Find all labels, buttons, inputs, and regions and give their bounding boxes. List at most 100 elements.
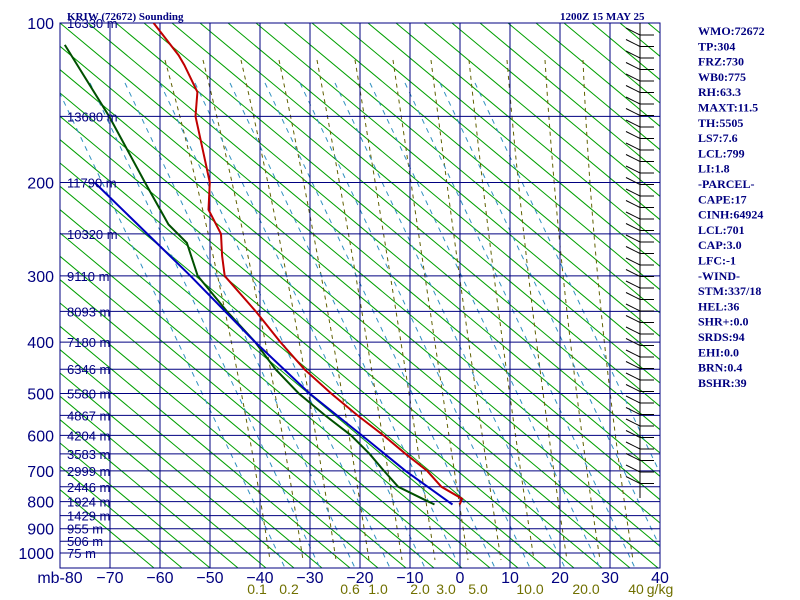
height-label: 8093 m	[67, 304, 110, 319]
dry-adiabat	[451, 23, 660, 197]
wind-barb	[625, 142, 641, 151]
wind-barb	[625, 453, 641, 461]
moist-adiabat	[506, 59, 568, 561]
moist-adiabat	[316, 59, 403, 561]
pressure-tick-label: 900	[27, 522, 54, 539]
pressure-tick-label: 1000	[18, 546, 54, 563]
wind-barb	[625, 200, 641, 208]
wind-barbs	[625, 23, 654, 498]
wind-barb	[625, 303, 641, 312]
dry-adiabat	[60, 92, 631, 568]
wind-barb	[625, 50, 641, 59]
index-line: CAPE:17	[698, 192, 747, 206]
temperature-tick-label: 30	[601, 570, 619, 587]
wind-barb	[625, 165, 641, 174]
dry-adiabat	[60, 45, 660, 547]
dry-adiabat	[227, 23, 660, 384]
dry-adiabat	[60, 232, 463, 568]
height-label: 11790 m	[67, 176, 117, 191]
moist-adiabat	[354, 59, 436, 561]
series-line-temperature	[152, 23, 464, 505]
height-label: 1924 m	[67, 495, 110, 510]
dry-adiabat	[535, 23, 660, 127]
dry-adiabat	[60, 302, 379, 568]
dry-adiabat	[60, 372, 295, 568]
index-line: LCL:701	[698, 223, 745, 237]
height-label: 9110 m	[67, 269, 109, 284]
height-label: 3583 m	[67, 447, 110, 462]
index-line: WB0:775	[698, 70, 746, 84]
wind-barb	[625, 188, 641, 197]
plot-frame	[59, 22, 661, 569]
pressure-tick-label: 800	[27, 495, 54, 512]
wind-barb	[625, 338, 641, 346]
wind-barb	[625, 292, 641, 300]
temperature-tick-label: 0	[456, 570, 465, 587]
chart-time: 1200Z 15 MAY 25	[560, 11, 645, 23]
mixing-ratio-label: 40	[628, 581, 644, 597]
mixing-ratio-label: g/kg	[647, 581, 673, 597]
mixing-ratio-label: 3.0	[436, 581, 456, 597]
dry-adiabat	[60, 69, 659, 568]
index-line: LCL:799	[698, 146, 745, 160]
index-line: TH:5505	[698, 116, 743, 130]
dry-adiabat	[60, 419, 239, 568]
dry-adiabat	[507, 23, 660, 151]
wind-barb	[625, 257, 641, 266]
index-line: HEL:36	[698, 299, 739, 313]
height-label: 2999 m	[67, 464, 110, 479]
wind-barb	[625, 119, 641, 128]
dry-adiabat	[395, 23, 660, 244]
dry-adiabat	[367, 23, 660, 267]
wind-barb	[625, 96, 641, 105]
height-label: 5580 m	[67, 386, 110, 401]
wind-barb	[625, 441, 641, 450]
series-line-dewpoint	[63, 44, 435, 506]
chart-title: KRIW (72672) Sounding	[67, 11, 184, 23]
wind-barb	[625, 211, 641, 220]
wind-barb	[625, 372, 641, 381]
index-line: RH:63.3	[698, 85, 741, 99]
index-line: CINH:64924	[698, 208, 763, 222]
index-line: LS7:7.6	[698, 131, 738, 145]
temperature-tick-label: −10	[396, 570, 423, 587]
height-label: 4204 m	[67, 428, 110, 443]
dry-adiabat	[423, 23, 660, 221]
temperature-tick-label: −50	[196, 570, 223, 587]
wind-barb	[625, 280, 641, 289]
dry-adiabat	[87, 23, 660, 501]
height-label: 1429 m	[67, 509, 110, 524]
height-label: 13680 m	[67, 109, 118, 124]
wind-barb	[625, 326, 641, 335]
index-line: CAP:3.0	[698, 238, 742, 252]
index-line: TP:304	[698, 39, 735, 53]
index-line: BRN:0.4	[698, 361, 742, 375]
temperature-tick-label: mb-80	[37, 570, 82, 587]
pressure-tick-label: 700	[27, 464, 54, 481]
index-line: STM:337/18	[698, 284, 761, 298]
dry-adiabat	[60, 209, 491, 568]
temperature-tick-label: −30	[296, 570, 323, 587]
index-line: BSHR:39	[698, 376, 747, 390]
dry-adiabat	[60, 465, 183, 568]
dry-adiabat	[60, 23, 660, 524]
moist-adiabat	[468, 59, 535, 561]
mixing-ratio-label: 1.0	[368, 581, 388, 597]
moist-adiabat	[202, 59, 304, 561]
height-label: 7180 m	[67, 335, 110, 350]
height-label: 16330 m	[67, 16, 118, 31]
index-line: LI:1.8	[698, 162, 730, 176]
moist-adiabat	[240, 59, 337, 561]
temperature-tick-label: 10	[501, 570, 519, 587]
wind-barb	[625, 418, 641, 427]
pressure-tick-label: 100	[27, 16, 54, 33]
sounding-series	[63, 23, 464, 506]
wind-barb	[625, 430, 641, 438]
index-line: -WIND-	[698, 269, 740, 283]
height-label: 6346 m	[67, 362, 110, 377]
dry-adiabat	[115, 23, 660, 477]
pressure-tick-label: 600	[27, 428, 54, 445]
